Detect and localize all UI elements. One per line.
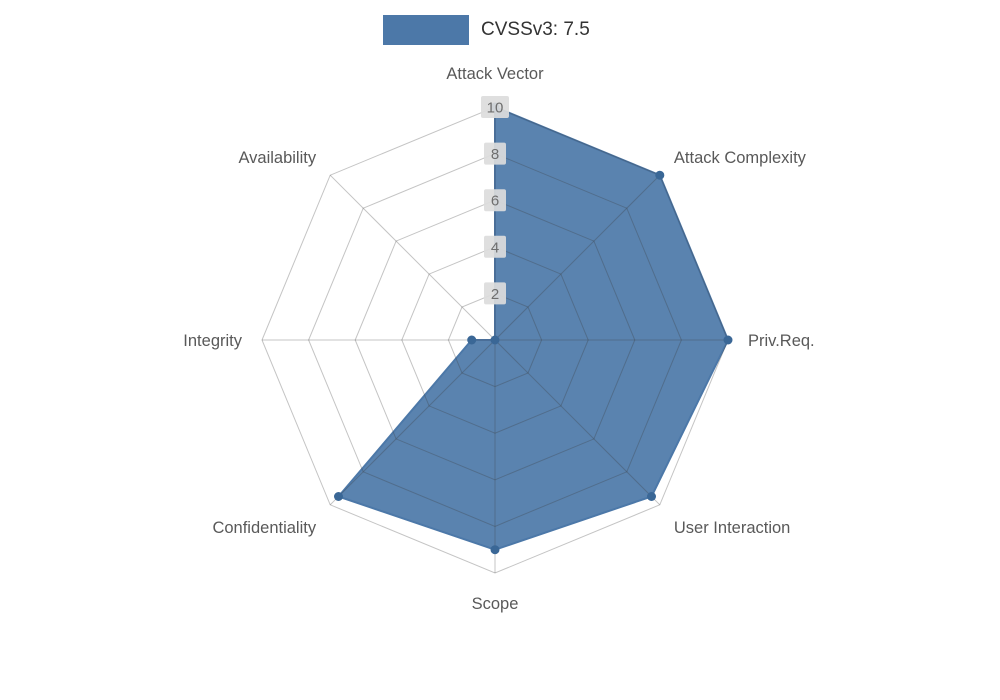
tick-label-4: 4 [491, 239, 499, 256]
legend: CVSSv3: 7.5 [383, 15, 590, 45]
tick-box-10 [481, 96, 509, 118]
series-marker-2 [723, 335, 733, 345]
grid-ring-2 [447, 292, 543, 388]
axis-label-priv-req: Priv.Req. [748, 332, 815, 350]
tick-box-4 [484, 235, 506, 258]
tick-label-8: 8 [491, 146, 499, 163]
grid-ring-8 [308, 153, 682, 527]
series-marker-4 [490, 545, 500, 555]
grid-ring-4 [401, 246, 589, 434]
axis-label-attack-complexity: Attack Complexity [674, 149, 807, 167]
tick-label-10: 10 [487, 100, 504, 117]
tick-box-8 [484, 142, 506, 165]
axis-label-attack-vector: Attack Vector [446, 65, 544, 83]
series-marker-7 [490, 335, 500, 345]
axis-label-integrity: Integrity [183, 332, 242, 350]
tick-box-2 [484, 282, 506, 305]
axis-spoke-7 [329, 174, 496, 341]
legend-label: CVSSv3: 7.5 [481, 19, 590, 40]
series-marker-1 [655, 170, 665, 180]
axis-label-user-interaction: User Interaction [674, 519, 790, 537]
axis-spoke-1 [494, 174, 661, 341]
series-marker-3 [647, 492, 656, 501]
axis-label-confidentiality: Confidentiality [212, 519, 316, 537]
axis-spoke-5 [329, 339, 496, 506]
series-marker-5 [334, 492, 343, 501]
tick-box-6 [484, 189, 506, 212]
tick-label-2: 2 [491, 286, 499, 303]
grid-ring-6 [354, 199, 636, 481]
axis-label-availability: Availability [238, 149, 316, 167]
series-marker-6 [467, 335, 477, 345]
legend-swatch [383, 15, 469, 45]
axis-label-scope: Scope [472, 595, 519, 613]
grid-ring-10 [261, 106, 729, 574]
tick-label-6: 6 [491, 193, 499, 210]
radar-series-area [337, 106, 729, 551]
axis-spoke-3 [494, 339, 661, 506]
